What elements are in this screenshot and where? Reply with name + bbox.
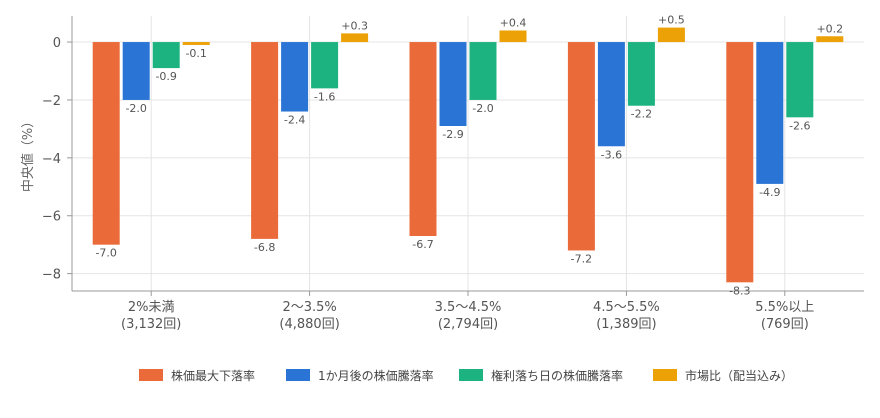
bar	[152, 42, 180, 69]
bar	[182, 42, 210, 45]
data-label: -2.0	[125, 102, 146, 115]
y-tick-label: −6	[42, 210, 61, 225]
data-label: +0.2	[816, 22, 843, 35]
bar	[657, 27, 685, 43]
bar	[251, 42, 279, 239]
bar	[409, 42, 437, 237]
legend-label: 市場比（配当込み）	[685, 368, 793, 383]
bar	[469, 42, 497, 100]
bar	[756, 42, 784, 184]
legend-swatch	[286, 369, 310, 381]
y-tick-label: 0	[53, 36, 61, 51]
category-label: 2〜3.5%	[282, 300, 336, 315]
y-tick-label: −2	[42, 94, 61, 109]
category-label: (1,389回)	[596, 317, 656, 332]
bar	[311, 42, 339, 89]
bar	[341, 33, 369, 43]
data-label: -8.3	[729, 284, 750, 297]
data-label: -3.6	[601, 148, 622, 161]
legend-item: 株価最大下落率	[139, 368, 255, 383]
legend-swatch	[139, 369, 163, 381]
axes: 0 −2 −4 −6 −8	[42, 16, 864, 296]
data-label: -2.9	[442, 128, 463, 141]
data-label: -6.8	[254, 241, 275, 254]
bar	[567, 42, 595, 251]
data-label: -0.1	[185, 47, 206, 60]
legend-swatch	[459, 369, 483, 381]
y-tick-label: −8	[42, 268, 61, 283]
data-label: -4.9	[759, 186, 780, 199]
data-label: -2.6	[789, 119, 810, 132]
data-label: +0.5	[658, 14, 685, 27]
data-label: -2.4	[284, 114, 305, 127]
bar	[92, 42, 120, 245]
legend-item: 1か月後の株価騰落率	[286, 368, 434, 383]
category-label: (3,132回)	[121, 317, 181, 332]
category-label: (769回)	[761, 317, 809, 332]
data-label: -1.6	[314, 90, 335, 103]
legend-label: 1か月後の株価騰落率	[318, 368, 434, 383]
legend-item: 市場比（配当込み）	[653, 368, 793, 383]
data-label: -6.7	[412, 238, 433, 251]
category-label: 2%未満	[128, 300, 175, 315]
data-label: -7.0	[95, 247, 116, 260]
y-tick-label: −4	[42, 152, 61, 167]
data-label: +0.4	[500, 16, 527, 29]
bar	[786, 42, 814, 118]
category-label: 5.5%以上	[755, 300, 814, 315]
bar	[281, 42, 309, 112]
bar	[597, 42, 625, 147]
data-label: -7.2	[571, 252, 592, 265]
category-label: (4,880回)	[279, 317, 339, 332]
data-label: +0.3	[341, 19, 368, 32]
bar	[499, 30, 527, 43]
bar	[627, 42, 655, 106]
bar	[122, 42, 150, 100]
bar	[816, 36, 844, 43]
bar	[726, 42, 754, 283]
legend-item: 権利落ち日の株価騰落率	[459, 368, 623, 383]
y-axis-title: 中央値（%）	[20, 115, 36, 192]
category-label: (2,794回)	[438, 317, 498, 332]
legend-swatch	[653, 369, 677, 381]
category-labels: 2%未満 (3,132回) 2〜3.5% (4,880回) 3.5〜4.5% (2,794…	[121, 300, 814, 332]
data-label: -2.2	[631, 108, 652, 121]
category-label: 3.5〜4.5%	[435, 300, 502, 315]
bars	[92, 27, 844, 283]
legend-label: 権利落ち日の株価騰落率	[491, 368, 623, 383]
bar	[439, 42, 467, 127]
category-label: 4.5〜5.5%	[593, 300, 660, 315]
legend-label: 株価最大下落率	[171, 368, 255, 383]
data-label: -2.0	[472, 102, 493, 115]
data-label: -0.9	[155, 70, 176, 83]
legend: 株価最大下落率 1か月後の株価騰落率 権利落ち日の株価騰落率 市場比（配当込み）	[139, 368, 793, 383]
data-labels: -7.0 -6.8 -6.7 -7.2 -8.3 -2.0 -2.4 -2.9 -3.6 -4.9…	[95, 14, 843, 298]
